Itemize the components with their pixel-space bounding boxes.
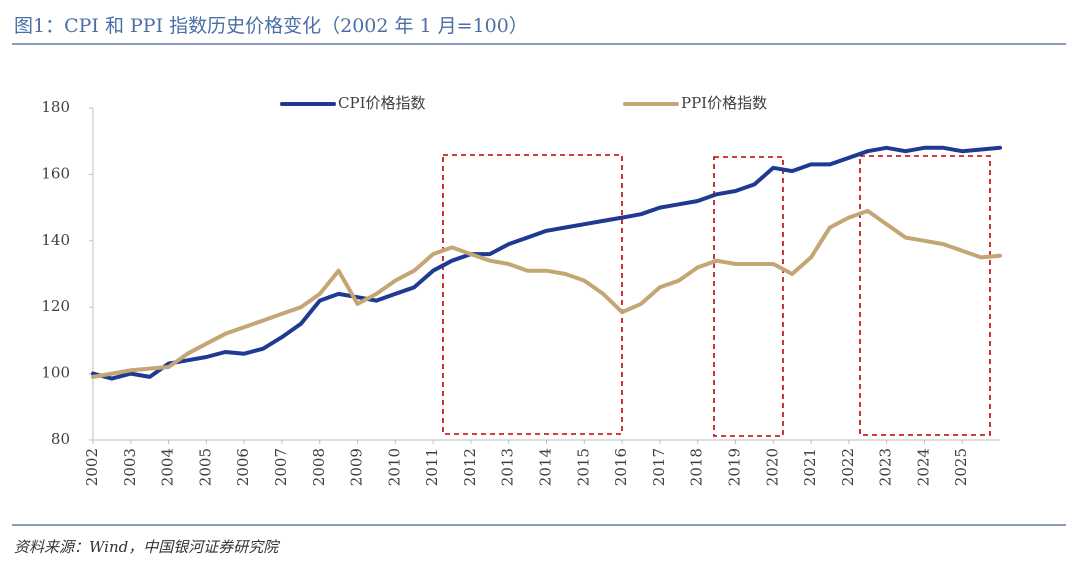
x-tick-label: 2006 xyxy=(234,448,252,486)
x-tick-label: 2002 xyxy=(83,448,101,486)
x-tick-label: 2018 xyxy=(688,448,706,486)
x-tick-label: 2005 xyxy=(196,448,214,486)
x-tick-label: 2025 xyxy=(952,448,970,486)
x-tick-label: 2007 xyxy=(272,448,290,486)
y-tick-label: 140 xyxy=(41,231,70,249)
y-tick-label: 180 xyxy=(41,98,70,116)
legend-label: PPI价格指数 xyxy=(681,94,767,112)
y-tick-label: 160 xyxy=(41,164,70,182)
x-tick-label: 2021 xyxy=(801,448,819,486)
x-tick-label: 2004 xyxy=(159,448,177,486)
x-tick-label: 2003 xyxy=(121,448,139,486)
x-tick-label: 2019 xyxy=(725,448,743,486)
source-note: 资料来源：Wind，中国银河证券研究院 xyxy=(14,538,280,556)
x-tick-label: 2015 xyxy=(574,448,592,486)
y-tick-label: 100 xyxy=(41,364,70,382)
x-tick-label: 2024 xyxy=(914,448,932,486)
series-line xyxy=(91,145,1002,381)
highlight-box xyxy=(859,155,991,436)
y-tick-label: 120 xyxy=(41,297,70,315)
x-tick-label: 2023 xyxy=(877,448,895,486)
x-tick-label: 2009 xyxy=(348,448,366,486)
series-line xyxy=(91,208,1002,379)
chart-title: 图1：CPI 和 PPI 指数历史价格变化（2002 年 1 月=100） xyxy=(14,15,528,37)
x-tick-label: 2016 xyxy=(612,448,630,486)
x-tick-label: 2008 xyxy=(310,448,328,486)
x-tick-label: 2020 xyxy=(763,448,781,486)
x-tick-label: 2022 xyxy=(839,448,857,486)
highlight-box xyxy=(713,156,784,437)
y-tick-label: 80 xyxy=(51,430,70,448)
x-tick-label: 2014 xyxy=(537,448,555,486)
x-tick-label: 2011 xyxy=(423,448,441,486)
legend-label: CPI价格指数 xyxy=(338,94,426,112)
x-tick-label: 2012 xyxy=(461,448,479,486)
x-tick-label: 2010 xyxy=(385,448,403,486)
x-tick-label: 2013 xyxy=(499,448,517,486)
highlight-box xyxy=(442,154,623,435)
x-tick-label: 2017 xyxy=(650,448,668,486)
